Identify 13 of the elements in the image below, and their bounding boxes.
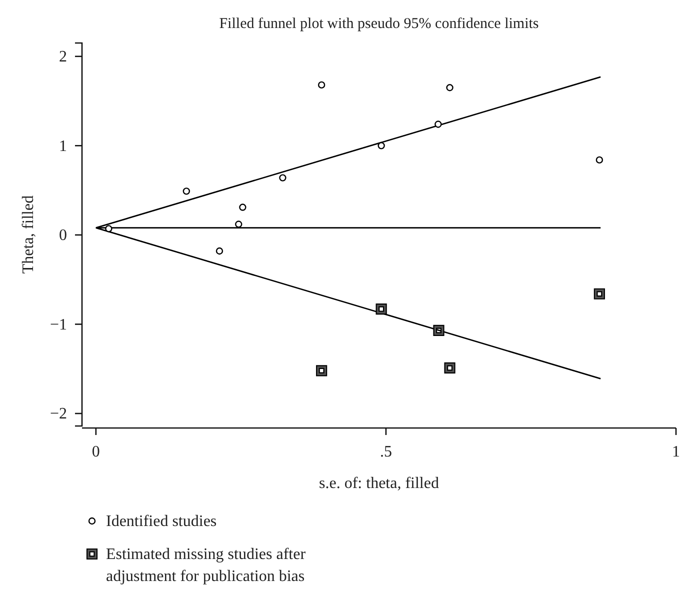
x-tick-label: .5 — [380, 443, 392, 460]
x-axis-title: s.e. of: theta, filled — [319, 475, 439, 492]
legend-label: Estimated missing studies after adjustment for publication bias — [106, 546, 306, 585]
y-tick-label: −2 — [50, 406, 67, 423]
x-tick-label: 0 — [92, 443, 100, 460]
y-axis-title: Theta, filled — [20, 195, 37, 274]
legend-label: Identified studies — [106, 513, 217, 530]
y-tick-label: 1 — [59, 138, 67, 155]
y-tick-label: 2 — [59, 48, 67, 66]
y-tick-label: 0 — [59, 227, 67, 244]
x-tick-label: 1 — [672, 443, 680, 460]
chart-title: Filled funnel plot with pseudo 95% confidence limits — [219, 16, 539, 32]
y-tick-label: −1 — [50, 316, 67, 334]
